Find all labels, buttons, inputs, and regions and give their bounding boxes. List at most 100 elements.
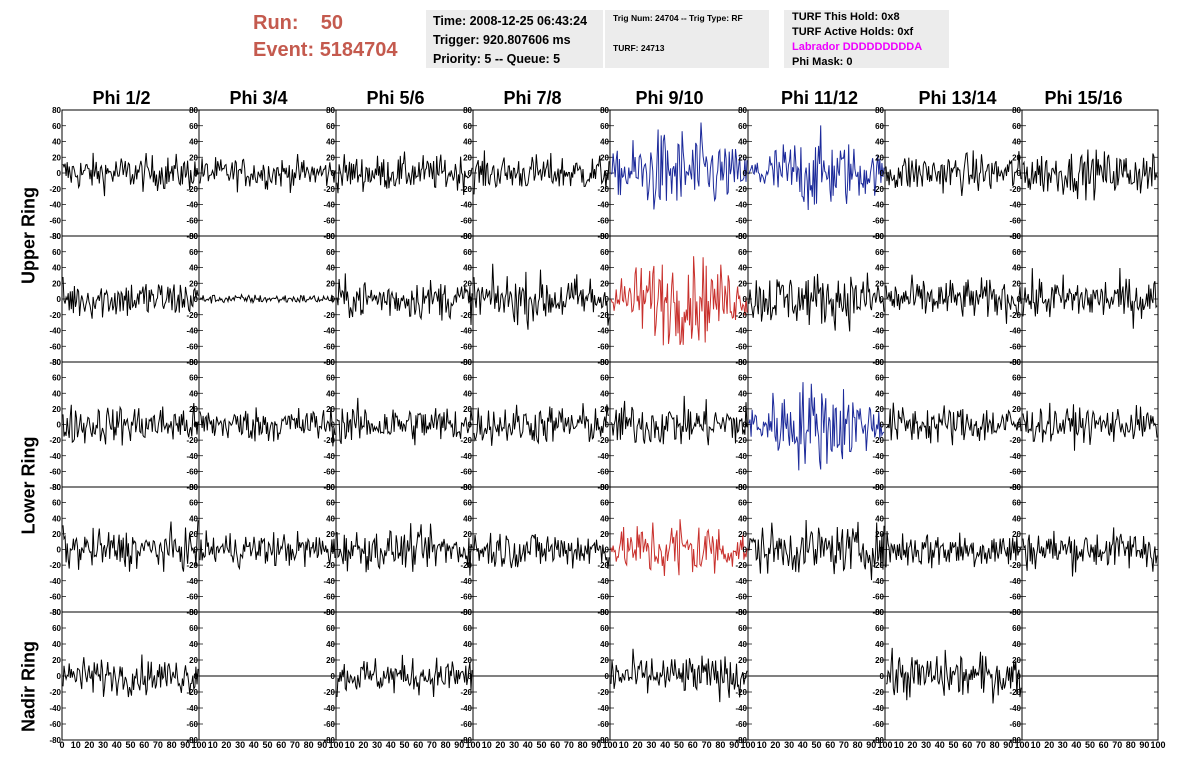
y-tick-label: 20 — [463, 279, 472, 288]
x-tick-label: 100 — [1150, 740, 1165, 750]
x-tick-label: 70 — [153, 740, 163, 750]
y-tick-label: 80 — [875, 358, 884, 367]
x-tick-label: 80 — [990, 740, 1000, 750]
waveform-trace — [473, 532, 610, 569]
y-tick-label: -60 — [49, 216, 61, 225]
y-tick-label: 20 — [738, 530, 747, 539]
y-tick-label: -80 — [49, 483, 61, 492]
x-tick-label: 50 — [262, 740, 272, 750]
y-tick-label: -20 — [460, 311, 472, 320]
phi-header-4: Phi 7/8 — [503, 88, 562, 108]
y-tick-label: 0 — [880, 295, 885, 304]
y-tick-label: 20 — [875, 530, 884, 539]
phi-mask: Phi Mask: 0 — [792, 56, 853, 68]
waveform-trace — [885, 402, 1022, 446]
x-tick-label: 10 — [894, 740, 904, 750]
y-tick-label: -40 — [735, 704, 747, 713]
y-tick-label: 20 — [326, 530, 335, 539]
x-tick-label: 40 — [660, 740, 670, 750]
y-tick-label: 20 — [189, 405, 198, 414]
panel-frame — [335, 611, 474, 741]
y-tick-label: -60 — [460, 342, 472, 351]
y-tick-label: -60 — [735, 216, 747, 225]
y-tick-label: -60 — [872, 467, 884, 476]
y-tick-label: 80 — [738, 106, 747, 115]
y-tick-label: -20 — [735, 688, 747, 697]
waveform-trace — [199, 530, 336, 571]
y-tick-label: 20 — [189, 530, 198, 539]
y-tick-label: 0 — [194, 421, 199, 430]
y-tick-label: -20 — [49, 311, 61, 320]
y-tick-label: 20 — [875, 656, 884, 665]
y-tick-label: 40 — [600, 138, 609, 147]
x-tick-label: 30 — [235, 740, 245, 750]
y-tick-label: 80 — [326, 608, 335, 617]
y-tick-label: -40 — [460, 327, 472, 336]
y-tick-label: 0 — [1017, 672, 1022, 681]
y-tick-label: -60 — [872, 216, 884, 225]
phi-header-6: Phi 11/12 — [780, 88, 859, 108]
y-tick-label: 20 — [189, 656, 198, 665]
y-tick-label: 0 — [743, 295, 748, 304]
y-tick-label: -40 — [186, 577, 198, 586]
y-tick-label: -40 — [735, 452, 747, 461]
y-tick-label: 40 — [326, 640, 335, 649]
y-tick-label: 40 — [1012, 640, 1021, 649]
y-tick-label: 40 — [1012, 514, 1021, 523]
y-tick-label: 80 — [52, 608, 61, 617]
x-tick-label: 100 — [465, 740, 480, 750]
y-tick-label: -40 — [597, 452, 609, 461]
x-tick-label: 60 — [413, 740, 423, 750]
y-tick-label: 60 — [463, 122, 472, 131]
y-tick-label: 0 — [743, 421, 748, 430]
y-tick-label: -60 — [872, 342, 884, 351]
turf-this-hold: TURF This Hold: 0x8 — [792, 11, 900, 23]
y-tick-label: -60 — [597, 342, 609, 351]
y-tick-label: 20 — [875, 405, 884, 414]
y-tick-label: -60 — [460, 467, 472, 476]
y-tick-label: -40 — [460, 201, 472, 210]
y-tick-label: 20 — [326, 153, 335, 162]
x-tick-label: 20 — [358, 740, 368, 750]
y-tick-label: -20 — [186, 436, 198, 445]
y-tick-label: 60 — [600, 248, 609, 257]
y-tick-label: 60 — [1012, 624, 1021, 633]
y-tick-label: 60 — [326, 624, 335, 633]
time-text: Time: 2008-12-25 06:43:24 — [433, 14, 588, 28]
y-tick-label: -40 — [1009, 704, 1021, 713]
x-tick-label: 20 — [907, 740, 917, 750]
waveform-trace — [748, 272, 885, 332]
y-tick-label: 40 — [600, 514, 609, 523]
y-tick-label: 20 — [1012, 279, 1021, 288]
y-tick-label: 80 — [463, 106, 472, 115]
x-tick-label: 70 — [839, 740, 849, 750]
phi-header-8: Phi 15/16 — [1044, 88, 1123, 108]
x-tick-label: 40 — [935, 740, 945, 750]
x-tick-label: 10 — [619, 740, 629, 750]
x-tick-label: 80 — [304, 740, 314, 750]
x-tick-label: 80 — [715, 740, 725, 750]
y-tick-label: -20 — [460, 561, 472, 570]
waveform-trace — [62, 520, 199, 572]
waveform-trace — [610, 256, 748, 346]
y-tick-label: -40 — [735, 327, 747, 336]
x-tick-label: 50 — [536, 740, 546, 750]
y-tick-label: 40 — [52, 264, 61, 273]
y-tick-label: 80 — [52, 358, 61, 367]
y-tick-label: -40 — [323, 201, 335, 210]
y-tick-label: -60 — [460, 216, 472, 225]
y-tick-label: -20 — [323, 688, 335, 697]
y-tick-label: -20 — [597, 561, 609, 570]
y-tick-label: -40 — [872, 577, 884, 586]
y-tick-label: 40 — [326, 514, 335, 523]
y-tick-label: 80 — [1012, 483, 1021, 492]
y-tick-label: 60 — [52, 248, 61, 257]
